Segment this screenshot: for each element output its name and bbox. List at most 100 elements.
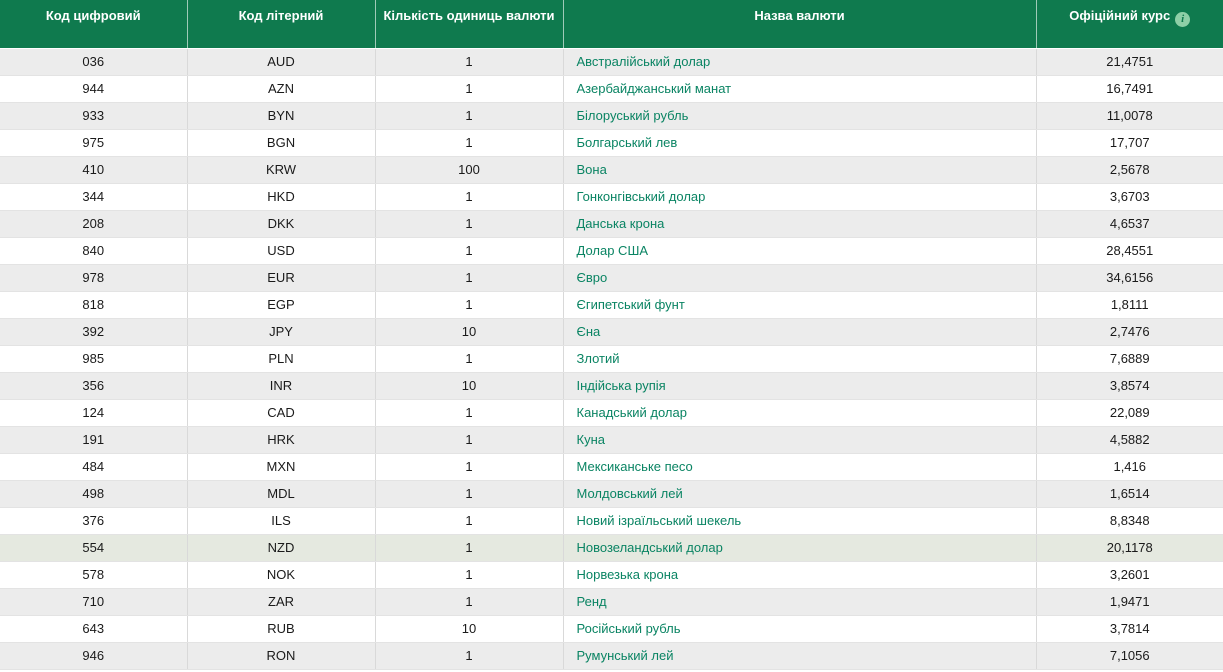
cell-letter-code: MDL (187, 480, 376, 508)
cell-official-rate: 4,5882 (1036, 426, 1223, 454)
cell-digital-code: 975 (0, 129, 188, 157)
cell-digital-code: 554 (0, 534, 188, 562)
table-row: 191 HRK 1 Куна 4,5882 (0, 426, 1223, 454)
cell-units: 1 (375, 75, 564, 103)
cell-official-rate: 2,7476 (1036, 318, 1223, 346)
cell-official-rate: 1,8111 (1036, 291, 1223, 319)
cell-official-rate: 3,6703 (1036, 183, 1223, 211)
cell-currency-name: Азербайджанський манат (563, 75, 1037, 103)
cell-letter-code: CAD (187, 399, 376, 427)
cell-official-rate: 16,7491 (1036, 75, 1223, 103)
cell-digital-code: 944 (0, 75, 188, 103)
table-row: 818 EGP 1 Єгипетський фунт 1,8111 (0, 291, 1223, 319)
cell-official-rate: 11,0078 (1036, 102, 1223, 130)
currency-name-link[interactable]: Норвезька крона (576, 567, 679, 582)
currency-name-link[interactable]: Азербайджанський манат (576, 81, 732, 96)
cell-currency-name: Норвезька крона (563, 561, 1037, 589)
currency-name-link[interactable]: Євро (576, 270, 608, 285)
col-header-units-label: Кількість одиниць валюти (383, 8, 555, 23)
cell-letter-code: DKK (187, 210, 376, 238)
cell-units: 1 (375, 345, 564, 373)
currency-name-link[interactable]: Єна (576, 324, 601, 339)
cell-units: 1 (375, 102, 564, 130)
currency-name-link[interactable]: Мексиканське песо (576, 459, 693, 474)
cell-official-rate: 2,5678 (1036, 156, 1223, 184)
col-header-digital-code: Код цифровий (0, 0, 188, 49)
table-row: 944 AZN 1 Азербайджанський манат 16,7491 (0, 75, 1223, 103)
table-row: 710 ZAR 1 Ренд 1,9471 (0, 588, 1223, 616)
cell-units: 1 (375, 480, 564, 508)
cell-units: 10 (375, 615, 564, 643)
cell-units: 1 (375, 237, 564, 265)
cell-digital-code: 643 (0, 615, 188, 643)
cell-digital-code: 840 (0, 237, 188, 265)
cell-official-rate: 1,6514 (1036, 480, 1223, 508)
cell-letter-code: NOK (187, 561, 376, 589)
table-row: 840 USD 1 Долар США 28,4551 (0, 237, 1223, 265)
currency-name-link[interactable]: Білоруський рубль (576, 108, 689, 123)
cell-digital-code: 484 (0, 453, 188, 481)
currency-name-link[interactable]: Долар США (576, 243, 649, 258)
cell-official-rate: 8,8348 (1036, 507, 1223, 535)
cell-letter-code: HKD (187, 183, 376, 211)
cell-letter-code: ILS (187, 507, 376, 535)
cell-official-rate: 34,6156 (1036, 264, 1223, 292)
cell-letter-code: EUR (187, 264, 376, 292)
currency-name-link[interactable]: Ренд (576, 594, 607, 609)
col-header-currency-name: Назва валюти (563, 0, 1037, 49)
cell-official-rate: 3,2601 (1036, 561, 1223, 589)
currency-name-link[interactable]: Вона (576, 162, 607, 177)
cell-digital-code: 985 (0, 345, 188, 373)
table-row: 975 BGN 1 Болгарський лев 17,707 (0, 129, 1223, 157)
table-row: 344 HKD 1 Гонконгівський долар 3,6703 (0, 183, 1223, 211)
currency-name-link[interactable]: Куна (576, 432, 605, 447)
currency-name-link[interactable]: Австралійський долар (576, 54, 711, 69)
cell-letter-code: RUB (187, 615, 376, 643)
currency-name-link[interactable]: Єгипетський фунт (576, 297, 685, 312)
table-row: 554 NZD 1 Новозеландський долар 20,1178 (0, 534, 1223, 562)
cell-currency-name: Індійська рупія (563, 372, 1037, 400)
currency-name-link[interactable]: Данська крона (576, 216, 665, 231)
currency-name-link[interactable]: Канадський долар (576, 405, 687, 420)
cell-digital-code: 498 (0, 480, 188, 508)
cell-digital-code: 946 (0, 642, 188, 670)
col-header-units: Кількість одиниць валюти (375, 0, 564, 49)
cell-currency-name: Злотий (563, 345, 1037, 373)
cell-units: 1 (375, 183, 564, 211)
cell-currency-name: Румунський лей (563, 642, 1037, 670)
cell-digital-code: 392 (0, 318, 188, 346)
cell-digital-code: 036 (0, 48, 188, 76)
cell-digital-code: 208 (0, 210, 188, 238)
cell-currency-name: Єна (563, 318, 1037, 346)
currency-name-link[interactable]: Злотий (576, 351, 620, 366)
cell-currency-name: Новозеландський долар (563, 534, 1037, 562)
col-header-currency-name-label: Назва валюти (754, 8, 845, 23)
cell-letter-code: EGP (187, 291, 376, 319)
cell-official-rate: 1,9471 (1036, 588, 1223, 616)
table-row: 376 ILS 1 Новий ізраїльський шекель 8,83… (0, 507, 1223, 535)
info-icon[interactable]: i (1175, 12, 1191, 27)
cell-units: 1 (375, 588, 564, 616)
currency-name-link[interactable]: Новий ізраїльський шекель (576, 513, 742, 528)
cell-currency-name: Куна (563, 426, 1037, 454)
currency-name-link[interactable]: Російський рубль (576, 621, 681, 636)
currency-name-link[interactable]: Румунський лей (576, 648, 674, 663)
cell-letter-code: HRK (187, 426, 376, 454)
cell-units: 1 (375, 264, 564, 292)
cell-letter-code: BGN (187, 129, 376, 157)
table-row: 498 MDL 1 Молдовський лей 1,6514 (0, 480, 1223, 508)
table-row: 946 RON 1 Румунський лей 7,1056 (0, 642, 1223, 670)
cell-currency-name: Ренд (563, 588, 1037, 616)
col-header-official-rate-label: Офіційний курс (1069, 8, 1171, 23)
currency-name-link[interactable]: Новозеландський долар (576, 540, 723, 555)
currency-name-link[interactable]: Молдовський лей (576, 486, 683, 501)
cell-letter-code: AUD (187, 48, 376, 76)
cell-official-rate: 28,4551 (1036, 237, 1223, 265)
table-row: 978 EUR 1 Євро 34,6156 (0, 264, 1223, 292)
currency-name-link[interactable]: Гонконгівський долар (576, 189, 706, 204)
currency-name-link[interactable]: Індійська рупія (576, 378, 666, 393)
table-row: 933 BYN 1 Білоруський рубль 11,0078 (0, 102, 1223, 130)
cell-letter-code: BYN (187, 102, 376, 130)
currency-name-link[interactable]: Болгарський лев (576, 135, 678, 150)
table-row: 985 PLN 1 Злотий 7,6889 (0, 345, 1223, 373)
